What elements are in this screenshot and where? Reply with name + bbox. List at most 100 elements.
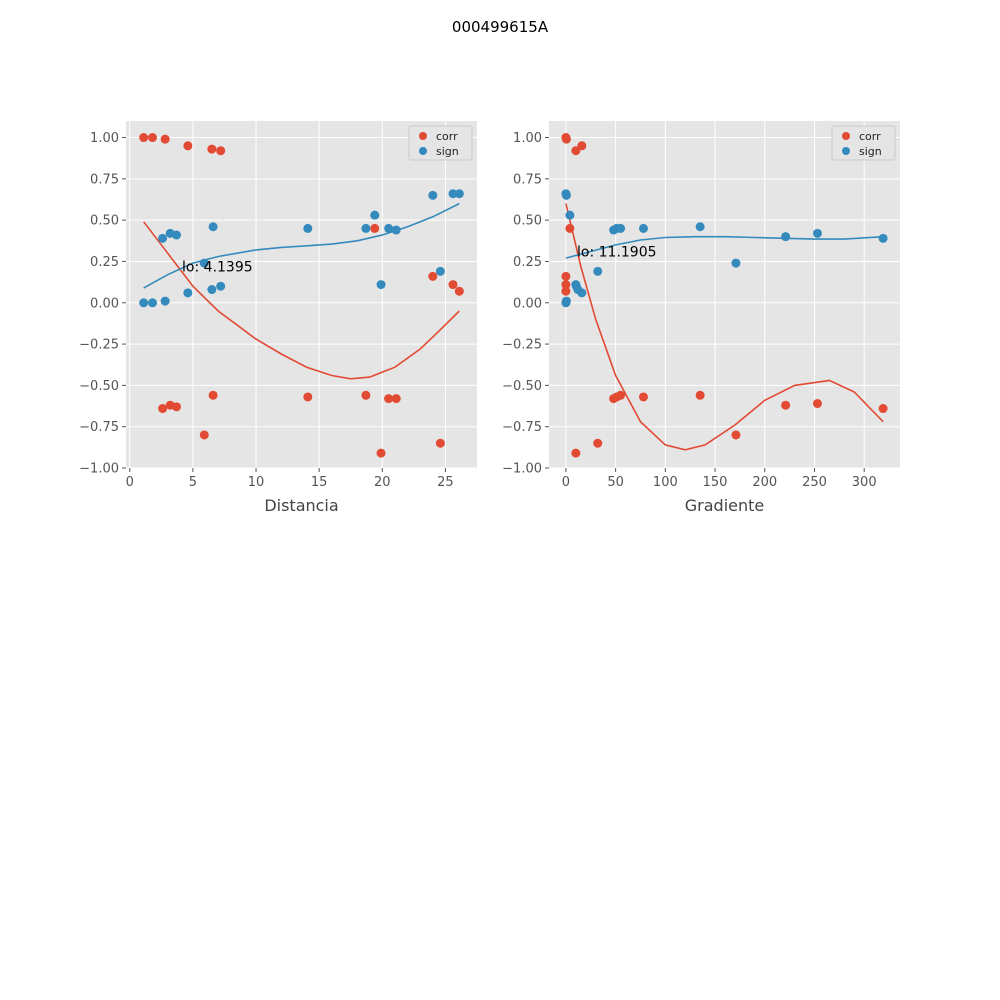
point-sign	[878, 233, 888, 243]
x-axis-label: Distancia	[264, 496, 338, 515]
point-corr	[561, 280, 571, 290]
point-corr	[448, 280, 458, 290]
legend-label-corr: corr	[436, 130, 458, 143]
point-corr	[571, 448, 581, 458]
x-tick-label: 20	[374, 475, 391, 490]
fit-annotation: lo: 4.1395	[182, 259, 253, 275]
point-sign	[361, 223, 371, 233]
point-sign	[208, 222, 218, 232]
y-tick-label: −0.50	[502, 379, 542, 394]
point-sign	[183, 288, 193, 298]
y-tick-label: −0.75	[79, 420, 119, 435]
legend-marker-sign	[419, 147, 427, 155]
fit-line-corr	[143, 221, 460, 380]
point-corr	[216, 146, 226, 156]
point-sign	[593, 266, 603, 276]
point-corr	[370, 223, 380, 233]
y-tick-label: −0.75	[502, 420, 542, 435]
point-corr	[638, 392, 648, 402]
point-sign	[172, 230, 182, 240]
x-tick-label: 15	[311, 475, 328, 490]
point-sign	[216, 281, 226, 291]
point-corr	[391, 394, 401, 404]
point-sign	[376, 280, 386, 290]
point-corr	[781, 400, 791, 410]
point-sign	[695, 222, 705, 232]
point-corr	[384, 394, 394, 404]
plot-area	[549, 121, 900, 468]
y-tick-label: −1.00	[79, 462, 119, 477]
x-tick-label: 300	[852, 475, 877, 490]
point-sign	[731, 258, 741, 268]
point-sign	[435, 266, 445, 276]
subplot-gradiente: 0 50 100 150 200 250 300 −1.00 −0.75 −0.50 −0.25 0.…	[502, 121, 900, 515]
y-tick-label: 0.50	[90, 214, 119, 229]
point-corr	[593, 438, 603, 448]
x-tick-label: 10	[248, 475, 265, 490]
point-corr	[303, 392, 313, 402]
point-corr	[577, 141, 587, 151]
legend-marker-sign	[842, 147, 850, 155]
x-tick-label: 100	[653, 475, 678, 490]
point-sign	[577, 288, 587, 298]
point-sign	[561, 190, 571, 200]
fit-line-corr	[565, 203, 884, 451]
point-corr	[561, 271, 571, 281]
point-corr	[376, 448, 386, 458]
y-tick-label: 1.00	[90, 131, 119, 146]
point-sign	[565, 210, 575, 220]
point-sign	[781, 232, 791, 242]
fit-line-sign	[565, 235, 884, 259]
point-corr	[565, 223, 575, 233]
point-corr	[160, 134, 170, 144]
plot-area	[126, 121, 477, 468]
point-sign	[638, 223, 648, 233]
point-sign	[428, 190, 438, 200]
point-corr	[571, 146, 581, 156]
y-tick-label: −0.50	[79, 379, 119, 394]
point-sign	[303, 223, 313, 233]
point-corr	[208, 390, 218, 400]
point-sign	[812, 228, 822, 238]
y-tick-label: 1.00	[513, 131, 542, 146]
point-corr	[158, 404, 168, 414]
y-tick-label: 0.50	[513, 214, 542, 229]
point-corr	[183, 141, 193, 151]
point-sign	[158, 233, 168, 243]
point-sign	[139, 298, 149, 308]
subplot-distancia: 0 5 10 15 20 25 −1.00 −0.75 −0.50 −0.25 0.00 0.25 0.…	[79, 121, 477, 515]
point-sign	[391, 225, 401, 235]
y-tick-label: 0.00	[90, 296, 119, 311]
point-corr	[148, 133, 158, 143]
point-sign	[199, 258, 209, 268]
y-tick-label: −1.00	[502, 462, 542, 477]
point-corr	[561, 134, 571, 144]
y-tick-label: 0.25	[513, 255, 542, 270]
point-sign	[616, 223, 626, 233]
fit-annotation: lo: 11.1905	[577, 245, 657, 261]
point-corr	[731, 430, 741, 440]
point-corr	[454, 286, 464, 296]
point-corr	[616, 390, 626, 400]
point-sign	[148, 298, 158, 308]
x-tick-label: 25	[437, 475, 454, 490]
fit-line-sign	[143, 202, 460, 289]
point-corr	[561, 286, 571, 296]
legend-label-sign: sign	[436, 145, 459, 158]
x-tick-label: 5	[189, 475, 197, 490]
point-corr	[361, 390, 371, 400]
point-corr	[139, 133, 149, 143]
y-tick-label: 0.75	[513, 172, 542, 187]
point-corr	[199, 430, 209, 440]
legend-label-corr: corr	[859, 130, 881, 143]
y-tick-label: 0.00	[513, 296, 542, 311]
point-corr	[435, 438, 445, 448]
point-sign	[384, 223, 394, 233]
legend-marker-corr	[419, 132, 427, 140]
x-tick-label: 200	[752, 475, 777, 490]
x-tick-label: 250	[802, 475, 827, 490]
x-tick-label: 0	[562, 475, 570, 490]
legend-marker-corr	[842, 132, 850, 140]
legend-label-sign: sign	[859, 145, 882, 158]
